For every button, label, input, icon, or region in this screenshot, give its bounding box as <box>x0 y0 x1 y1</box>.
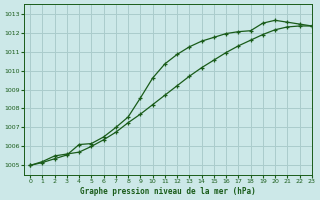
X-axis label: Graphe pression niveau de la mer (hPa): Graphe pression niveau de la mer (hPa) <box>80 187 256 196</box>
